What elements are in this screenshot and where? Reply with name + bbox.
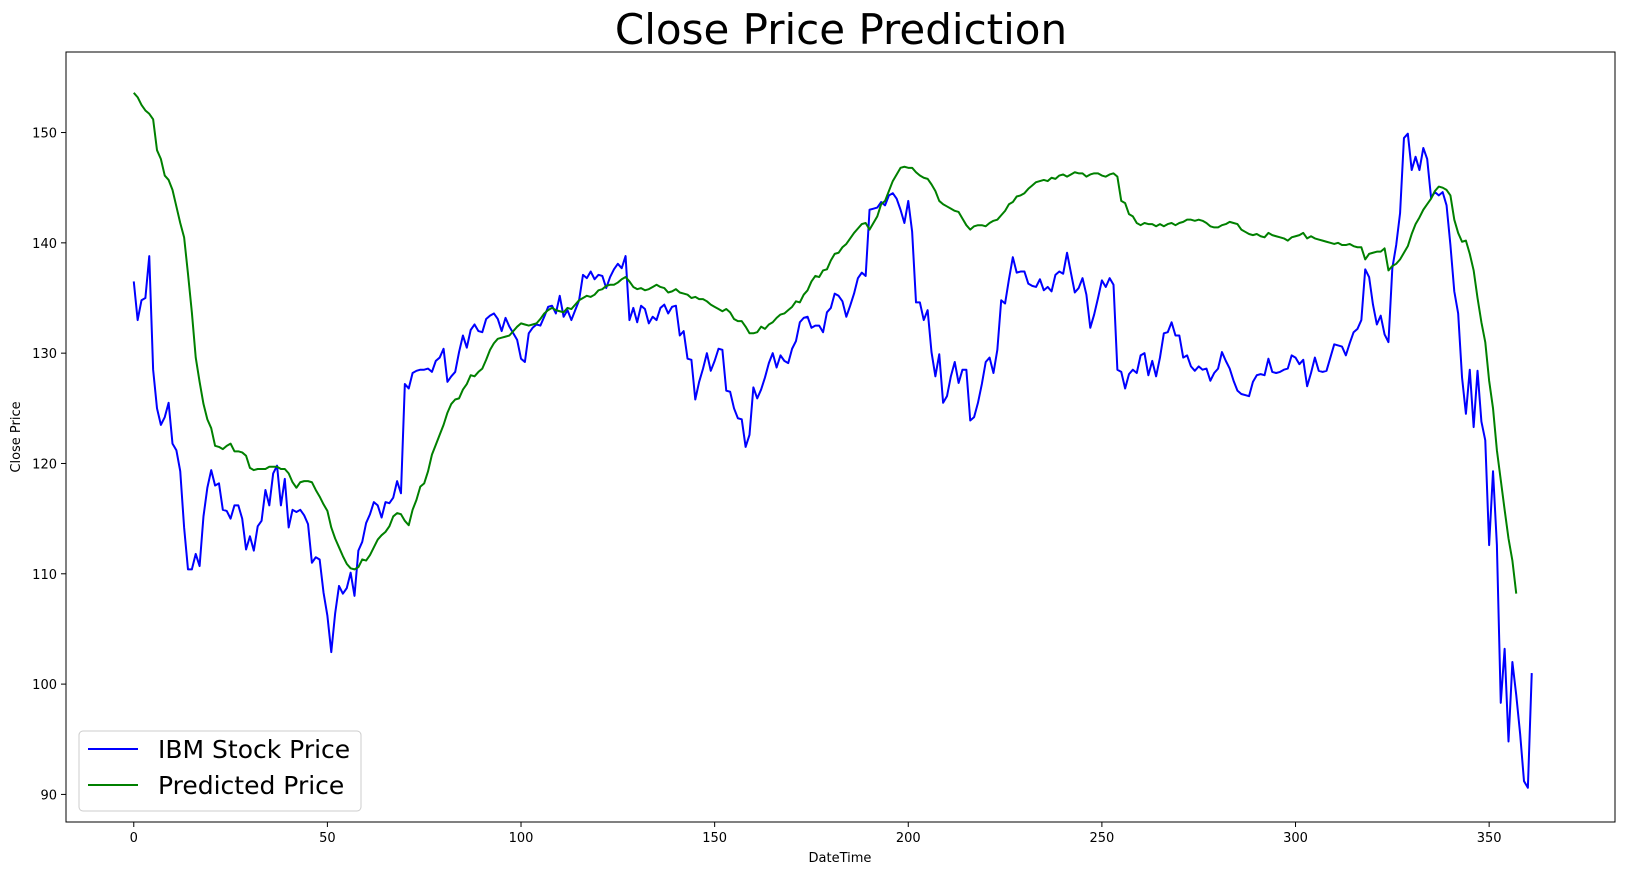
y-tick-label: 150 [32,127,57,142]
x-tick-label: 0 [130,831,138,846]
legend-label-predicted-price: Predicted Price [158,771,344,800]
x-axis: 0 50 100 150 200 250 300 350 [130,822,1502,846]
y-axis: 90 100 110 120 130 140 150 [32,127,66,803]
legend-box [78,730,362,812]
x-tick-label: 50 [319,831,336,846]
y-tick-label: 90 [40,788,57,803]
x-tick-label: 300 [1283,831,1308,846]
y-axis-label: Close Price [9,401,24,472]
series-line-predicted-price [133,92,1518,594]
x-tick-label: 350 [1477,831,1502,846]
y-tick-label: 130 [32,347,57,362]
x-tick-label: 100 [509,831,534,846]
y-tick-label: 140 [32,237,57,252]
x-axis-label: DateTime [809,851,872,866]
series-line-ibm-stock-price [132,132,1533,789]
x-tick-label: 250 [1089,831,1114,846]
y-tick-label: 120 [32,457,57,472]
series-layer [132,92,1533,789]
y-tick-label: 100 [32,678,57,693]
x-tick-label: 200 [896,831,921,846]
legend-label-ibm-stock-price: IBM Stock Price [158,735,350,764]
legend: IBM Stock Price Predicted Price [78,730,362,812]
x-tick-label: 150 [702,831,727,846]
chart-title: Close Price Prediction [615,5,1067,54]
y-tick-label: 110 [32,568,57,583]
plot-frame [65,51,1616,823]
